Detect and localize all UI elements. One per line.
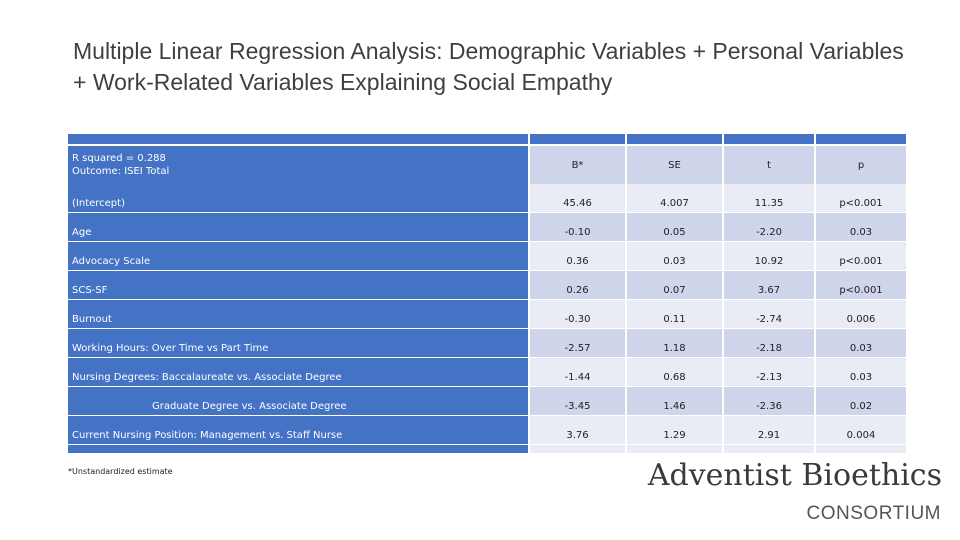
cell-t: 3.67 <box>724 271 814 300</box>
table-row: Working Hours: Over Time vs Part Time -2… <box>68 329 906 358</box>
row-label: Advocacy Scale <box>68 242 528 271</box>
row-label: Working Hours: Over Time vs Part Time <box>68 329 528 358</box>
table-row: Burnout -0.30 0.11 -2.74 0.006 <box>68 300 906 329</box>
cell-b: -0.10 <box>530 213 625 242</box>
cell-b: -3.45 <box>530 387 625 416</box>
cell-t: -2.36 <box>724 387 814 416</box>
logo-name: Adventist Bioethics <box>647 458 942 493</box>
r-squared-label: R squared = 0.288 <box>72 153 166 164</box>
header-t: t <box>724 146 814 184</box>
cell-b: 0.26 <box>530 271 625 300</box>
cell-b: 3.76 <box>530 416 625 445</box>
outcome-label: Outcome: ISEI Total <box>72 166 170 177</box>
cell-t: -2.13 <box>724 358 814 387</box>
cell-b: -2.57 <box>530 329 625 358</box>
cell-b: 0.36 <box>530 242 625 271</box>
cell-se: 0.11 <box>627 300 722 329</box>
table-row: Age -0.10 0.05 -2.20 0.03 <box>68 213 906 242</box>
slide-title: Multiple Linear Regression Analysis: Dem… <box>73 38 904 95</box>
footnote: *Unstandardized estimate <box>68 467 173 476</box>
logo-subtitle: CONSORTIUM <box>806 503 941 524</box>
cell-t: -2.18 <box>724 329 814 358</box>
cell-p: p<0.001 <box>816 271 906 300</box>
cell-se: 0.05 <box>627 213 722 242</box>
table-row: (Intercept) 45.46 4.007 11.35 p<0.001 <box>68 184 906 213</box>
table-row: Advocacy Scale 0.36 0.03 10.92 p<0.001 <box>68 242 906 271</box>
cell-p: p<0.001 <box>816 184 906 213</box>
table-row: SCS-SF 0.26 0.07 3.67 p<0.001 <box>68 271 906 300</box>
cell-t: 2.91 <box>724 416 814 445</box>
cell-se: 0.68 <box>627 358 722 387</box>
table-top-strip <box>68 134 906 146</box>
adventist-bioethics-logo: Adventist Bioethics CONSORTIUM <box>647 458 944 528</box>
cell-p: 0.02 <box>816 387 906 416</box>
cell-se: 0.07 <box>627 271 722 300</box>
cell-p: 0.03 <box>816 358 906 387</box>
cell-b: -1.44 <box>530 358 625 387</box>
cell-se: 4.007 <box>627 184 722 213</box>
row-label: Graduate Degree vs. Associate Degree <box>68 387 528 416</box>
cell-p: 0.004 <box>816 416 906 445</box>
cell-b: -0.30 <box>530 300 625 329</box>
cell-t: -2.20 <box>724 213 814 242</box>
row-label: Age <box>68 213 528 242</box>
header-p: p <box>816 146 906 184</box>
cell-se: 0.03 <box>627 242 722 271</box>
table-row: Current Nursing Position: Management vs.… <box>68 416 906 445</box>
regression-table: R squared = 0.288 Outcome: ISEI Total B*… <box>66 134 908 453</box>
cell-se: 1.29 <box>627 416 722 445</box>
cell-t: -2.74 <box>724 300 814 329</box>
cell-se: 1.46 <box>627 387 722 416</box>
cell-p: 0.03 <box>816 213 906 242</box>
cell-t: 11.35 <box>724 184 814 213</box>
header-b: B* <box>530 146 625 184</box>
cell-t: 10.92 <box>724 242 814 271</box>
row-label: (Intercept) <box>68 184 528 213</box>
cell-p: 0.006 <box>816 300 906 329</box>
model-summary-cell: R squared = 0.288 Outcome: ISEI Total <box>68 146 528 184</box>
table-row: Graduate Degree vs. Associate Degree -3.… <box>68 387 906 416</box>
cell-p: 0.03 <box>816 329 906 358</box>
table-header-row: R squared = 0.288 Outcome: ISEI Total B*… <box>68 146 906 184</box>
header-se: SE <box>627 146 722 184</box>
table-row: Nursing Degrees: Baccalaureate vs. Assoc… <box>68 358 906 387</box>
row-label: Nursing Degrees: Baccalaureate vs. Assoc… <box>68 358 528 387</box>
cell-se: 1.18 <box>627 329 722 358</box>
row-label: Current Nursing Position: Management vs.… <box>68 416 528 445</box>
row-label: Burnout <box>68 300 528 329</box>
row-label: SCS-SF <box>68 271 528 300</box>
table-bottom-strip <box>68 445 906 453</box>
cell-p: p<0.001 <box>816 242 906 271</box>
cell-b: 45.46 <box>530 184 625 213</box>
